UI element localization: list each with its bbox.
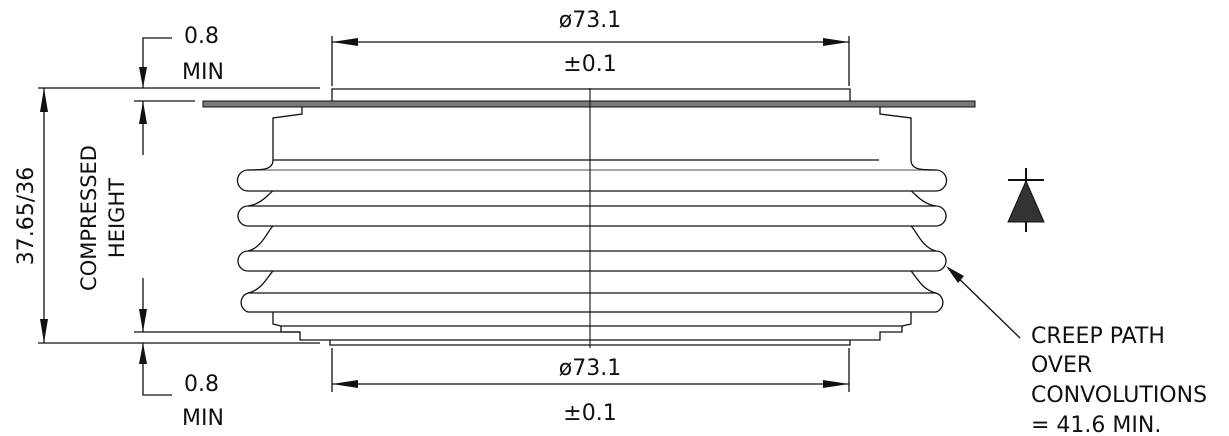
upper-shoulder-left	[272, 107, 879, 161]
compressed-height-line1: COMPRESSED	[77, 145, 101, 291]
bottom-gap-value: 0.8	[184, 372, 219, 397]
creep-note-line2: OVER	[1031, 353, 1092, 378]
top-pole-face	[331, 88, 851, 101]
compressed-height-dimension	[134, 100, 300, 333]
top-diameter-label: ø73.1	[559, 8, 621, 33]
convolution-3-right	[910, 225, 947, 272]
creep-note-line3: CONVOLUTIONS	[1031, 383, 1207, 408]
top-arrow-left	[332, 38, 358, 46]
height-arrow-bottom	[40, 319, 48, 343]
bottom-gap-dimension: 0.8 MIN	[139, 343, 224, 431]
creep-leader-line	[948, 268, 1021, 339]
compressed-arrow-bottom	[139, 309, 147, 332]
top-gap-suffix: MIN	[182, 60, 224, 85]
overall-height-dimension: 37.65/36 COMPRESSED HEIGHT	[14, 87, 320, 344]
creep-leader-arrow	[946, 266, 964, 283]
diode-triangle	[1007, 179, 1045, 223]
top-gap-arrow	[139, 67, 147, 88]
convolution-2-left	[237, 190, 274, 227]
compressed-height-line2: HEIGHT	[105, 178, 129, 258]
convolution-2-right	[910, 190, 947, 227]
top-diameter-dimension: ø73.1 ±0.1	[331, 8, 850, 86]
overall-height-label: 37.65/36	[14, 167, 39, 265]
bottom-arrow-right	[823, 380, 849, 388]
top-gap-dimension: 0.8 MIN	[139, 24, 224, 88]
flange-plate	[202, 100, 976, 108]
device-body	[202, 88, 976, 346]
convolution-1-right	[910, 159, 948, 192]
top-tolerance-label: ±0.1	[563, 52, 616, 77]
bottom-diameter-label: ø73.1	[559, 356, 621, 381]
bottom-tolerance-label: ±0.1	[563, 401, 616, 426]
convolution-1-left	[236, 159, 274, 192]
creep-note-line1: CREEP PATH	[1031, 324, 1165, 349]
upper-shoulder-right	[879, 107, 912, 160]
creep-path-note: CREEP PATH OVER CONVOLUTIONS = 41.6 MIN.	[946, 266, 1207, 436]
height-arrow-top	[40, 88, 48, 112]
top-gap-value: 0.8	[184, 24, 219, 49]
top-arrow-right	[823, 38, 849, 46]
top-gap-leader	[142, 37, 172, 88]
bottom-diameter-dimension: ø73.1 ±0.1	[331, 348, 850, 426]
bottom-gap-arrow	[139, 343, 147, 364]
compressed-arrow-top	[139, 101, 147, 124]
bottom-arrow-left	[332, 380, 358, 388]
creep-note-line4: = 41.6 MIN.	[1031, 413, 1161, 436]
diode-symbol-icon	[1007, 168, 1045, 232]
bottom-gap-suffix: MIN	[182, 406, 224, 431]
convolution-4-right	[910, 270, 944, 313]
convolution-3-left	[237, 225, 274, 272]
bottom-gap-leader	[142, 343, 172, 396]
convolution-4-left	[240, 270, 274, 313]
